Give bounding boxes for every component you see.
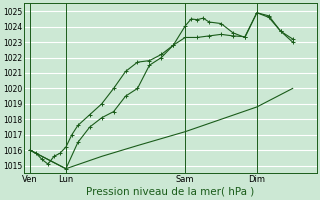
- X-axis label: Pression niveau de la mer( hPa ): Pression niveau de la mer( hPa ): [86, 187, 254, 197]
